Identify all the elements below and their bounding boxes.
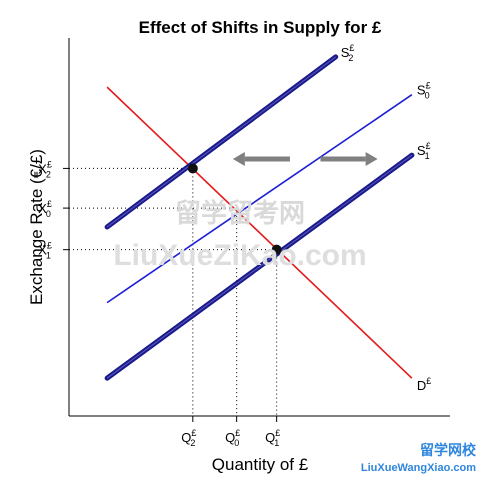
y-tick-label-1: X£ 1 bbox=[38, 241, 52, 261]
x-axis-label: Quantity of £ bbox=[212, 455, 309, 474]
series-s-1-label-subscript: 1 bbox=[425, 151, 430, 161]
guide-lines bbox=[69, 167, 278, 416]
equilibrium-point bbox=[271, 244, 282, 255]
corner-watermark-en: LiuXueWangXiao.com bbox=[361, 462, 476, 474]
x-tick-label-0: Q£ 0 bbox=[225, 428, 240, 448]
watermark-cn: 留学留考网 bbox=[175, 198, 305, 229]
x-tick-label-1-superscript: £ bbox=[275, 428, 280, 438]
y-axis-label: Exchange Rate (€/£) bbox=[27, 149, 46, 305]
watermark-en: LiuXueZiKao.com bbox=[113, 239, 366, 272]
x-tick-label-1-subscript: 1 bbox=[274, 438, 279, 448]
y-tick-label-2-subscript: 2 bbox=[46, 169, 51, 179]
x-tick-label-0-subscript: 0 bbox=[234, 438, 239, 448]
shift-arrows bbox=[232, 151, 378, 166]
x-tick-label-2-subscript: 2 bbox=[190, 438, 195, 448]
x-tick-label-0-superscript: £ bbox=[235, 428, 240, 438]
x-tick-label-2-base: Q bbox=[181, 430, 191, 445]
y-tick-label-2-superscript: £ bbox=[47, 159, 52, 169]
x-tick-label-2: Q£ 2 bbox=[181, 428, 196, 448]
series-s-1-label-base: S bbox=[417, 143, 426, 158]
y-tick-label-1-base: X bbox=[38, 243, 47, 258]
y-tick-label-1-superscript: £ bbox=[47, 241, 52, 251]
y-tick-label-0: X£ 0 bbox=[38, 199, 52, 219]
x-ticks: Q£ 2 Q£ 0 Q£ 1 bbox=[181, 416, 280, 448]
series-s-2-label-superscript: £ bbox=[349, 43, 354, 53]
series-s-1-label-superscript: £ bbox=[426, 141, 431, 151]
x-tick-label-0-base: Q bbox=[225, 430, 235, 445]
series-d-line bbox=[106, 86, 413, 379]
y-ticks: X£ 2X£ 0X£ 1 bbox=[38, 159, 69, 261]
x-tick-label-1: Q£ 1 bbox=[265, 428, 280, 448]
series-s-0-label-superscript: £ bbox=[426, 81, 431, 91]
corner-watermark-cn: 留学网校 bbox=[420, 442, 477, 459]
y-tick-label-0-superscript: £ bbox=[47, 199, 52, 209]
series-d-label-superscript: £ bbox=[426, 376, 431, 386]
series-s-1-line-inner bbox=[106, 154, 413, 379]
shift-arrow-head bbox=[365, 151, 378, 166]
series-s-2-line-inner bbox=[106, 56, 336, 228]
series-s-2-label-base: S bbox=[341, 45, 350, 60]
chart-title: Effect of Shifts in Supply for £ bbox=[139, 18, 382, 37]
y-tick-label-2: X£ 2 bbox=[38, 159, 52, 179]
y-tick-label-0-subscript: 0 bbox=[46, 209, 51, 219]
y-tick-label-1-subscript: 1 bbox=[46, 251, 51, 261]
series-s-2-label-subscript: 2 bbox=[348, 53, 353, 63]
y-tick-label-2-base: X bbox=[38, 161, 47, 176]
y-tick-label-0-base: X bbox=[38, 201, 47, 216]
series-d-label: D£ bbox=[417, 376, 431, 393]
series-s-0-label: S£ 0 bbox=[417, 81, 431, 101]
series-s-0-label-subscript: 0 bbox=[425, 91, 430, 101]
series-s-0-line bbox=[106, 94, 413, 304]
x-tick-label-1-base: Q bbox=[265, 430, 275, 445]
shift-arrow-head bbox=[232, 151, 245, 166]
series-s-0-label-base: S bbox=[417, 83, 426, 98]
series-s-2-label: S£ 2 bbox=[341, 43, 355, 63]
equilibrium-point bbox=[187, 163, 198, 174]
series-d-label-base: D bbox=[417, 378, 426, 393]
x-tick-label-2-superscript: £ bbox=[191, 428, 196, 438]
series-layer: D£S£ 0S£ 1S£ 2 bbox=[104, 43, 431, 393]
series-s-1-label: S£ 1 bbox=[417, 141, 431, 161]
equilibrium-points bbox=[187, 163, 282, 255]
